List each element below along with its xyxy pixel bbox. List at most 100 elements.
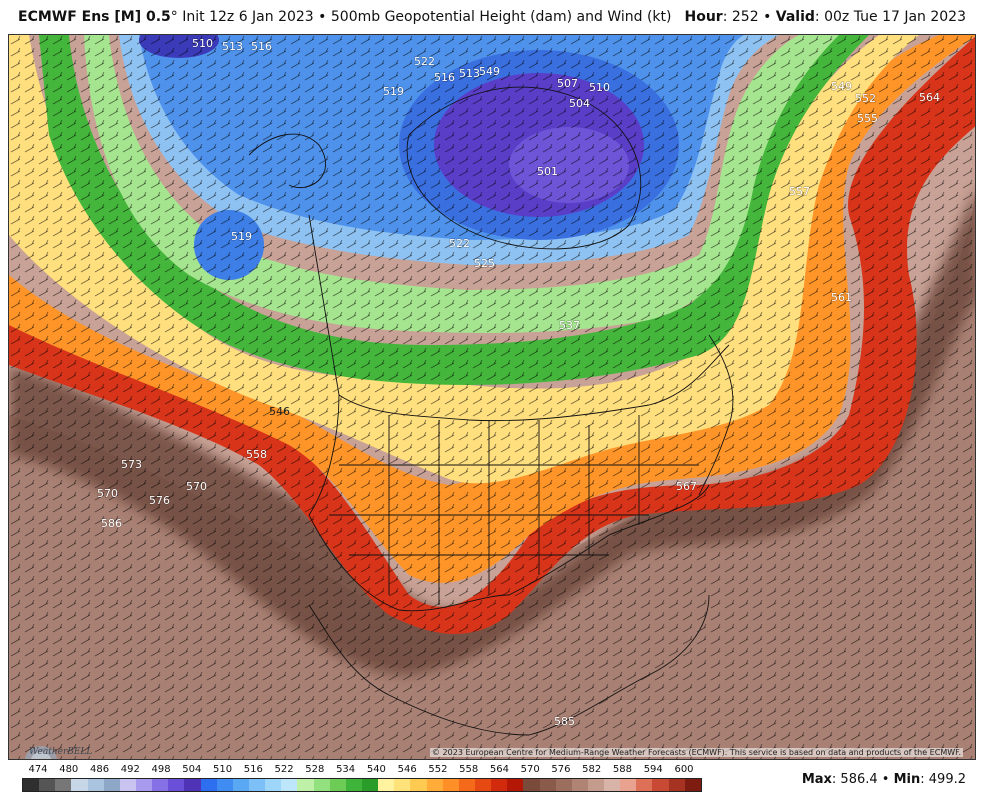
colorbar-swatch [281, 779, 298, 791]
contour-label: 519 [383, 85, 404, 98]
colorbar-swatch [168, 779, 185, 791]
colorbar-tick-label: 516 [243, 764, 263, 775]
colorbar-swatch [248, 779, 266, 791]
colorbar-tick-label: 486 [89, 764, 110, 775]
colorbar-swatch [23, 779, 40, 791]
contour-label: 585 [554, 715, 575, 728]
colorbar-tick-label: 552 [428, 764, 448, 775]
contour-label: 525 [474, 257, 495, 270]
colorbar-tick-label: 534 [336, 764, 356, 775]
map-panel: 510 513 516 522 516 513 507 510 504 519 … [8, 34, 976, 760]
colorbar-swatch [119, 779, 136, 791]
colorbar-swatch [152, 779, 169, 791]
colorbar-tick-label: 576 [551, 764, 571, 775]
contour-label: 570 [186, 480, 207, 493]
header-left: ECMWF Ens [M] 0.5° Init 12z 6 Jan 2023 •… [18, 9, 672, 25]
min-value: : 499.2 [920, 772, 966, 787]
bullet-separator: • [881, 772, 890, 787]
colorbar-tick-label: 528 [305, 764, 325, 775]
degree-symbol: ° [170, 9, 178, 25]
colorbar-swatch [652, 779, 669, 791]
colorbar-tick-label: 510 [213, 764, 233, 775]
header-right: Hour: 252 • Valid: 00z Tue 17 Jan 2023 [685, 9, 967, 25]
colorbar-swatch [313, 779, 330, 791]
colorbar-tick-label: 498 [151, 764, 171, 775]
colorbar-swatch [87, 779, 104, 791]
colorbar-swatch [329, 779, 346, 791]
colorbar-tick-label: 564 [489, 764, 509, 775]
contour-label: 513 [459, 67, 480, 80]
colorbar-swatch [458, 779, 475, 791]
colorbar-swatch [620, 779, 637, 791]
height-map: 510 513 516 522 516 513 507 510 504 519 … [9, 35, 975, 759]
contour-label: 549 [479, 65, 500, 78]
contour-label: 570 [97, 487, 118, 500]
contour-label: 510 [192, 37, 213, 50]
colorbar-swatch [684, 779, 701, 791]
colorbar-swatch [184, 779, 201, 791]
contour-label: 564 [919, 91, 940, 104]
contour-label: 546 [269, 405, 290, 418]
colorbar: 474 480 486 492 498 504 510 516 522 528 534 540 546 5… [22, 762, 702, 802]
valid-value: : 00z Tue 17 Jan 2023 [814, 9, 966, 25]
colorbar-tick-label: 570 [520, 764, 540, 775]
contour-label: 557 [789, 185, 810, 198]
colorbar-swatch [668, 779, 685, 791]
contour-label: 501 [537, 165, 558, 178]
colorbar-swatch [507, 779, 524, 791]
hour-value: : 252 [722, 9, 759, 25]
contour-label: 537 [559, 319, 580, 332]
colorbar-swatch [103, 779, 120, 791]
wind-barbs [9, 35, 975, 759]
contour-label: 549 [831, 80, 852, 93]
copyright-notice: © 2023 European Centre for Medium-Range … [430, 748, 963, 757]
colorbar-swatch [345, 779, 362, 791]
colorbar-swatch [587, 779, 605, 791]
colorbar-tick-label: 558 [459, 764, 479, 775]
contour-label: 519 [231, 230, 252, 243]
weatherbell-logo-icon [25, 746, 57, 759]
colorbar-swatch [265, 779, 282, 791]
colorbar-swatch [39, 779, 56, 791]
map-header: ECMWF Ens [M] 0.5° Init 12z 6 Jan 2023 •… [0, 0, 984, 34]
colorbar-tick-label: 588 [612, 764, 633, 775]
colorbar-tick-label: 594 [643, 764, 663, 775]
colorbar-swatch [442, 779, 459, 791]
bullet-separator: • [763, 9, 772, 25]
colorbar-swatch [55, 779, 72, 791]
valid-label: Valid [775, 9, 815, 25]
weatherbell-logo-text: WeatherBELL [29, 747, 93, 757]
colorbar-swatch [216, 779, 233, 791]
bullet-separator: • [318, 9, 327, 25]
hour-label: Hour [684, 9, 723, 25]
colorbar-swatch [539, 779, 556, 791]
colorbar-swatch [571, 779, 588, 791]
init-time: Init 12z 6 Jan 2023 [182, 9, 314, 25]
colorbar-swatch [297, 779, 314, 791]
colorbar-swatch [378, 779, 395, 791]
max-label: Max [801, 772, 832, 787]
max-value: : 586.4 [831, 772, 878, 787]
colorbar-tick-label: 504 [182, 764, 202, 775]
colorbar-tick-label: 600 [674, 764, 694, 775]
colorbar-swatch [394, 779, 411, 791]
contour-label: 507 [557, 77, 578, 90]
contour-label: 516 [251, 40, 272, 53]
colorbar-swatch [491, 779, 508, 791]
colorbar-swatch [200, 779, 217, 791]
contour-label: 552 [855, 92, 876, 105]
colorbar-tick-label: 546 [397, 764, 417, 775]
colorbar-swatch [361, 779, 379, 791]
colorbar-tick-label: 480 [59, 764, 79, 775]
contour-label: 555 [857, 112, 878, 125]
contour-label: 513 [222, 40, 243, 53]
colorbar-swatch [604, 779, 621, 791]
colorbar-tick-label: 540 [366, 764, 386, 775]
min-label: Min [893, 772, 921, 787]
colorbar-swatch [636, 779, 653, 791]
political-borders [248, 86, 734, 736]
contour-label: 567 [676, 480, 697, 493]
colorbar-swatch [474, 779, 492, 791]
colorbar-swatch [426, 779, 443, 791]
colorbar-ticks: 474 480 486 492 498 504 510 516 522 528 534 540 546 5… [22, 762, 702, 778]
